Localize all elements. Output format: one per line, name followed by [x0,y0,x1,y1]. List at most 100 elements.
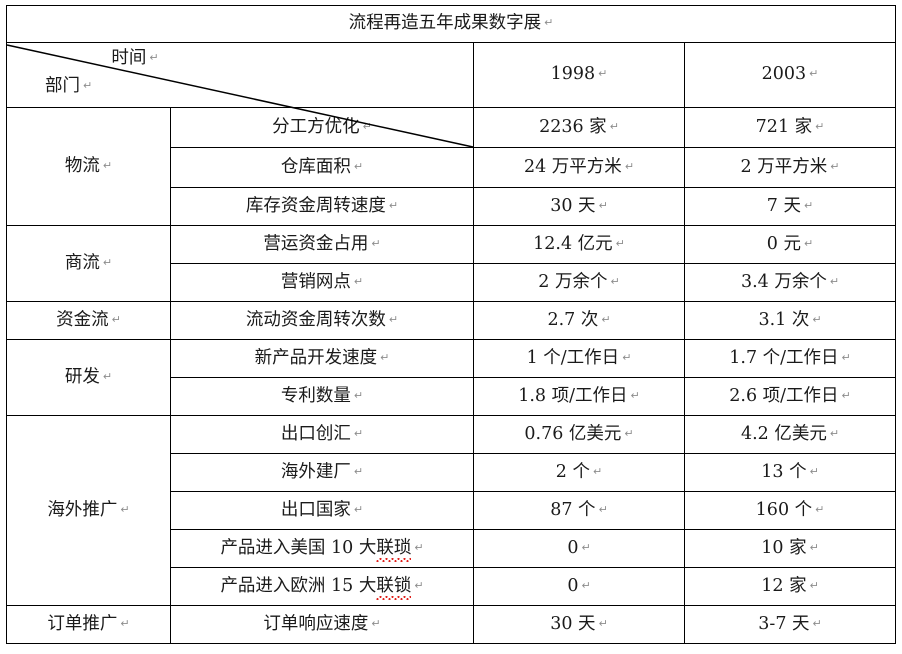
pilcrow-mark: ↵ [353,274,364,288]
pilcrow-mark: ↵ [120,502,130,516]
table-row: 库存资金周转速度 ↵ 30 天 ↵ 7 天 ↵ [7,187,897,226]
value-cell-2003: 160 个 ↵ [683,491,897,530]
pilcrow-mark: ↵ [804,236,814,250]
pilcrow-mark: ↵ [120,616,130,630]
metric-label: 分工方优化 [272,116,360,137]
header-year-2003: 2003 ↵ [683,42,897,108]
pilcrow-mark: ↵ [598,616,608,630]
value-text: 30 天 [550,195,596,216]
metric-label: 产品进入欧洲 15 大 [220,575,377,596]
pilcrow-mark: ↵ [83,79,93,93]
value-text: 0.76 亿美元 [524,423,622,444]
pilcrow-mark: ↵ [592,464,603,478]
dept-cell-haiwaituiguang: 海外推广 ↵ [6,415,171,606]
table-row: 资金流 ↵ 流动资金周转次数 ↵ 2.7 次 ↵ 3.1 次 ↵ [6,301,897,340]
pilcrow-mark: ↵ [610,274,620,288]
pilcrow-mark: ↵ [624,426,634,440]
value-cell-2003: 10 家 ↵ [683,529,897,568]
value-cell-1998: 30 天 ↵ [473,605,685,644]
pilcrow-mark: ↵ [102,369,113,383]
metric-cell: 订单响应速度 ↵ [170,605,474,644]
value-cell-2003: 721 家 ↵ [683,107,897,148]
dept-label: 海外推广 [47,499,118,520]
value-cell-1998: 2 个 ↵ [473,453,685,492]
metric-cell: 营运资金占用 ↵ [170,225,474,264]
pilcrow-mark: ↵ [815,119,825,133]
value-cell-1998: 30 天 ↵ [473,187,685,226]
metric-cell: 流动资金周转次数 ↵ [170,301,474,340]
table-title-cell: 流程再造五年成果数字展 ↵ [5,5,897,43]
pilcrow-mark: ↵ [804,198,814,212]
pilcrow-mark: ↵ [102,158,113,172]
table-header-row: 时间 ↵ 部门 ↵ 1998 ↵ 2003 ↵ [6,42,897,108]
dept-label: 物流 [64,155,100,176]
metric-cell: 营销网点 ↵ [170,263,474,302]
value-cell-2003: 0 元 ↵ [683,225,897,264]
value-text: 2.6 项/工作日 [729,385,839,406]
pilcrow-mark: ↵ [601,312,611,326]
value-text: 721 家 [755,116,813,137]
metric-label: 仓库面积 [280,156,351,177]
value-cell-1998: 87 个 ↵ [473,491,685,530]
value-text: 2 万平方米 [740,156,828,177]
pilcrow-mark: ↵ [841,350,851,364]
dept-cell-zijinliu: 资金流 ↵ [6,301,171,340]
value-text: 1.8 项/工作日 [518,385,628,406]
value-text: 12 家 [761,575,807,596]
metric-cell: 产品进入欧洲 15 大联锁 ↵ [170,567,474,606]
value-text: 1 个/工作日 [526,347,620,368]
pilcrow-mark: ↵ [353,388,364,402]
pilcrow-mark: ↵ [841,388,851,402]
table-row: 物流 ↵ 分工方优化 ↵ 2236 家 ↵ 721 家 ↵ [6,107,897,226]
metric-label: 订单响应速度 [263,613,369,634]
value-text: 0 元 [766,233,801,254]
pilcrow-mark: ↵ [581,578,591,592]
pilcrow-mark: ↵ [353,426,364,440]
value-cell-1998: 0.76 亿美元 ↵ [473,415,685,454]
metric-cell: 分工方优化 ↵ [170,107,474,148]
value-cell-2003: 12 家 ↵ [683,567,897,606]
misspelled-word: 联琐 [376,537,412,563]
pilcrow-mark: ↵ [362,119,372,133]
value-cell-1998: 2236 家 ↵ [473,107,685,148]
pilcrow-mark: ↵ [371,616,381,630]
table-title-row: 流程再造五年成果数字展 ↵ [5,5,897,43]
value-text: 10 家 [761,537,807,558]
value-text: 30 天 [550,613,596,634]
metric-cell: 产品进入美国 10 大联琐 ↵ [170,529,474,568]
pilcrow-mark: ↵ [581,540,591,554]
dept-cell-wuliu: 物流 ↵ [6,107,171,226]
value-cell-2003: 2.6 项/工作日 ↵ [683,377,897,416]
value-cell-2003: 2 万平方米 ↵ [683,147,897,188]
metric-label: 流动资金周转次数 [245,309,386,330]
pilcrow-mark: ↵ [353,159,364,173]
dept-label: 订单推广 [47,613,118,634]
value-cell-1998: 2 万余个 ↵ [473,263,685,302]
metric-cell: 新产品开发速度 ↵ [170,339,474,378]
pilcrow-mark: ↵ [598,198,608,212]
pilcrow-mark: ↵ [609,119,619,133]
header-year-1998: 1998 ↵ [473,42,685,108]
pilcrow-mark: ↵ [830,159,840,173]
pilcrow-mark: ↵ [598,502,608,516]
pilcrow-mark: ↵ [414,578,424,592]
metric-cell: 出口创汇 ↵ [170,415,474,454]
pilcrow-mark: ↵ [102,255,113,269]
value-text: 12.4 亿元 [533,233,613,254]
value-cell-2003: 1.7 个/工作日 ↵ [683,339,897,378]
metric-label: 新产品开发速度 [254,347,378,368]
value-cell-1998: 0 ↵ [473,529,685,568]
metric-label: 出口国家 [280,499,351,520]
table-body: 流程再造五年成果数字展 ↵ 时间 ↵ 部门 ↵ 1998 ↵ 2003 ↵ 物流 ↵ 分工方… [5,5,897,644]
header-corner-split-cell: 时间 ↵ 部门 ↵ [6,42,474,108]
pilcrow-mark: ↵ [353,464,364,478]
value-text: 1.7 个/工作日 [729,347,839,368]
header-row-axis-text: 时间 [111,48,147,68]
pilcrow-mark: ↵ [388,312,399,326]
pilcrow-mark: ↵ [598,67,608,81]
value-cell-1998: 0 ↵ [473,567,685,606]
value-text: 7 天 [766,195,801,216]
dept-label: 资金流 [56,309,109,330]
pilcrow-mark: ↵ [829,426,840,440]
results-table: 流程再造五年成果数字展 ↵ 时间 ↵ 部门 ↵ 1998 ↵ 2003 ↵ 物流 ↵ 分工方… [5,5,897,644]
